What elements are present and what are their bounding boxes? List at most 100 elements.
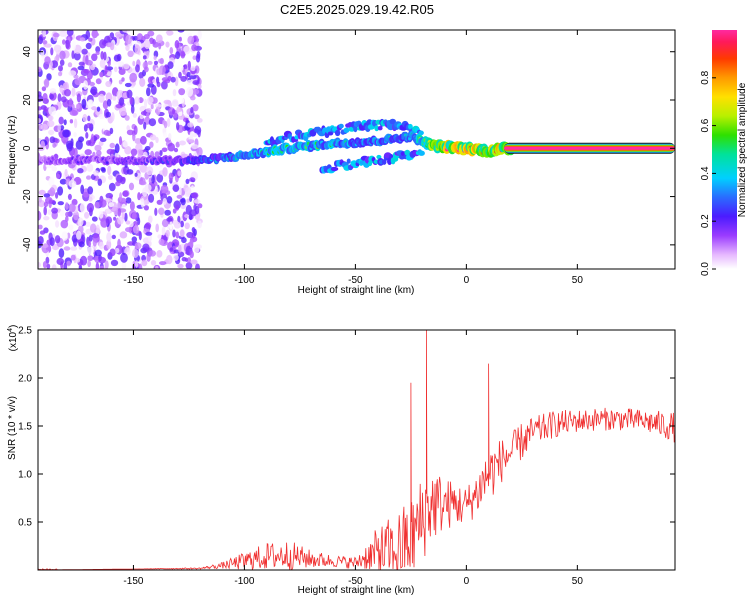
colorbar-ticks: 0.0 0.2 0.4 0.6 0.8	[700, 70, 716, 276]
noise-blob	[85, 30, 91, 40]
spectrogram-ytick-label: 0	[22, 145, 33, 151]
branch-blob	[389, 118, 397, 125]
noise-blob	[79, 37, 86, 42]
noise-blob	[182, 64, 188, 70]
noise-blob	[43, 206, 47, 216]
snr-xtick-label: -100	[234, 576, 254, 587]
noise-blob	[127, 50, 134, 58]
noise-blob	[65, 216, 69, 222]
noise-blob	[197, 203, 203, 209]
spectrogram-xlabel: Height of straight line (km)	[298, 285, 415, 296]
noise-blob	[88, 37, 93, 42]
noise-blob	[156, 76, 160, 84]
noise-blob	[56, 257, 65, 266]
noise-blob	[61, 231, 68, 241]
noise-blob	[91, 53, 98, 62]
noise-blob	[143, 34, 150, 40]
noise-blob	[95, 46, 101, 53]
noise-blob	[97, 178, 103, 186]
noise-blob	[187, 122, 194, 128]
snr-ytick-label: 0.5	[18, 518, 32, 529]
snr-panel: -150 -100 -50 0 50 0.5 1.0 1.5 2.0 2.5 Height of …	[7, 325, 676, 596]
noise-blob	[142, 243, 150, 252]
noise-blob	[166, 217, 173, 222]
noise-blob	[48, 177, 55, 187]
noise-blob	[90, 223, 97, 233]
noise-blob	[64, 89, 71, 97]
noise-blob	[96, 150, 102, 157]
noise-blob	[48, 129, 55, 136]
noise-blob	[178, 186, 182, 197]
noise-blob	[41, 86, 47, 92]
noise-blob	[134, 138, 142, 145]
noise-blob	[48, 106, 57, 116]
noise-blob	[54, 138, 60, 144]
noise-blob	[86, 163, 94, 172]
noise-blob	[63, 262, 68, 269]
spectrogram-ylabel: Frequency (Hz)	[7, 116, 18, 185]
noise-blob	[124, 247, 131, 256]
noise-blob	[75, 140, 83, 150]
noise-blob	[174, 76, 179, 87]
noise-blob	[115, 181, 121, 187]
noise-blob	[85, 221, 91, 227]
noise-blob	[139, 114, 144, 120]
noise-blob	[140, 198, 145, 208]
noise-blob	[189, 250, 194, 259]
noise-blob	[165, 41, 170, 48]
noise-blob	[106, 71, 112, 76]
noise-blob	[117, 61, 125, 68]
noise-blob	[132, 60, 136, 67]
noise-blob	[131, 236, 137, 243]
noise-blob	[111, 112, 115, 122]
noise-blob	[190, 65, 196, 72]
noise-blob	[180, 220, 184, 228]
noise-blob	[161, 226, 166, 236]
noise-blob	[62, 129, 70, 138]
noise-blob	[134, 242, 142, 250]
noise-blob	[144, 39, 151, 50]
noise-blob	[193, 244, 200, 253]
noise-blob	[158, 124, 165, 129]
noise-blob	[42, 40, 48, 45]
noise-blob	[82, 113, 88, 122]
snr-ticks: -150 -100 -50 0 50 0.5 1.0 1.5 2.0 2.5	[18, 326, 675, 587]
noise-blob	[186, 86, 194, 97]
noise-blob	[157, 234, 162, 239]
noise-blob	[193, 199, 201, 204]
noise-blob	[150, 104, 154, 110]
noise-blob	[67, 193, 72, 200]
noise-blob	[132, 248, 139, 258]
noise-blob	[144, 146, 151, 151]
noise-blob	[84, 149, 92, 156]
noise-blob	[40, 49, 45, 58]
noise-blob	[120, 176, 126, 185]
noise-blob	[103, 51, 107, 61]
noise-blob	[134, 172, 138, 177]
noise-blob	[148, 250, 156, 257]
noise-blob	[53, 32, 60, 38]
noise-blob	[43, 216, 50, 221]
snr-scale-exp: 4	[7, 328, 14, 332]
spectrogram-ticks: -150 -100 -50 0 50 -40 -20 0 20 40	[22, 30, 675, 286]
noise-blob	[68, 203, 76, 213]
noise-blob	[72, 40, 76, 51]
noise-blob	[124, 212, 128, 222]
noise-blob	[119, 136, 122, 146]
noise-blob	[197, 220, 203, 229]
noise-blob	[101, 167, 106, 173]
snr-series-line	[38, 330, 675, 570]
figure-title: C2E5.2025.029.19.42.R05	[280, 2, 434, 17]
noise-blob	[115, 247, 120, 254]
noise-blob	[124, 115, 130, 121]
noise-blob	[167, 142, 175, 152]
noise-blob	[119, 97, 125, 106]
noise-blob	[139, 77, 146, 87]
noise-blob	[114, 66, 118, 73]
spectrogram-panel: -150 -100 -50 0 50 -40 -20 0 20 40 Height of stra…	[7, 29, 676, 296]
noise-blob	[120, 252, 128, 263]
noise-blob	[68, 70, 77, 77]
noise-blob	[78, 136, 85, 143]
branch-blob	[343, 127, 350, 133]
noise-blob	[121, 77, 125, 82]
